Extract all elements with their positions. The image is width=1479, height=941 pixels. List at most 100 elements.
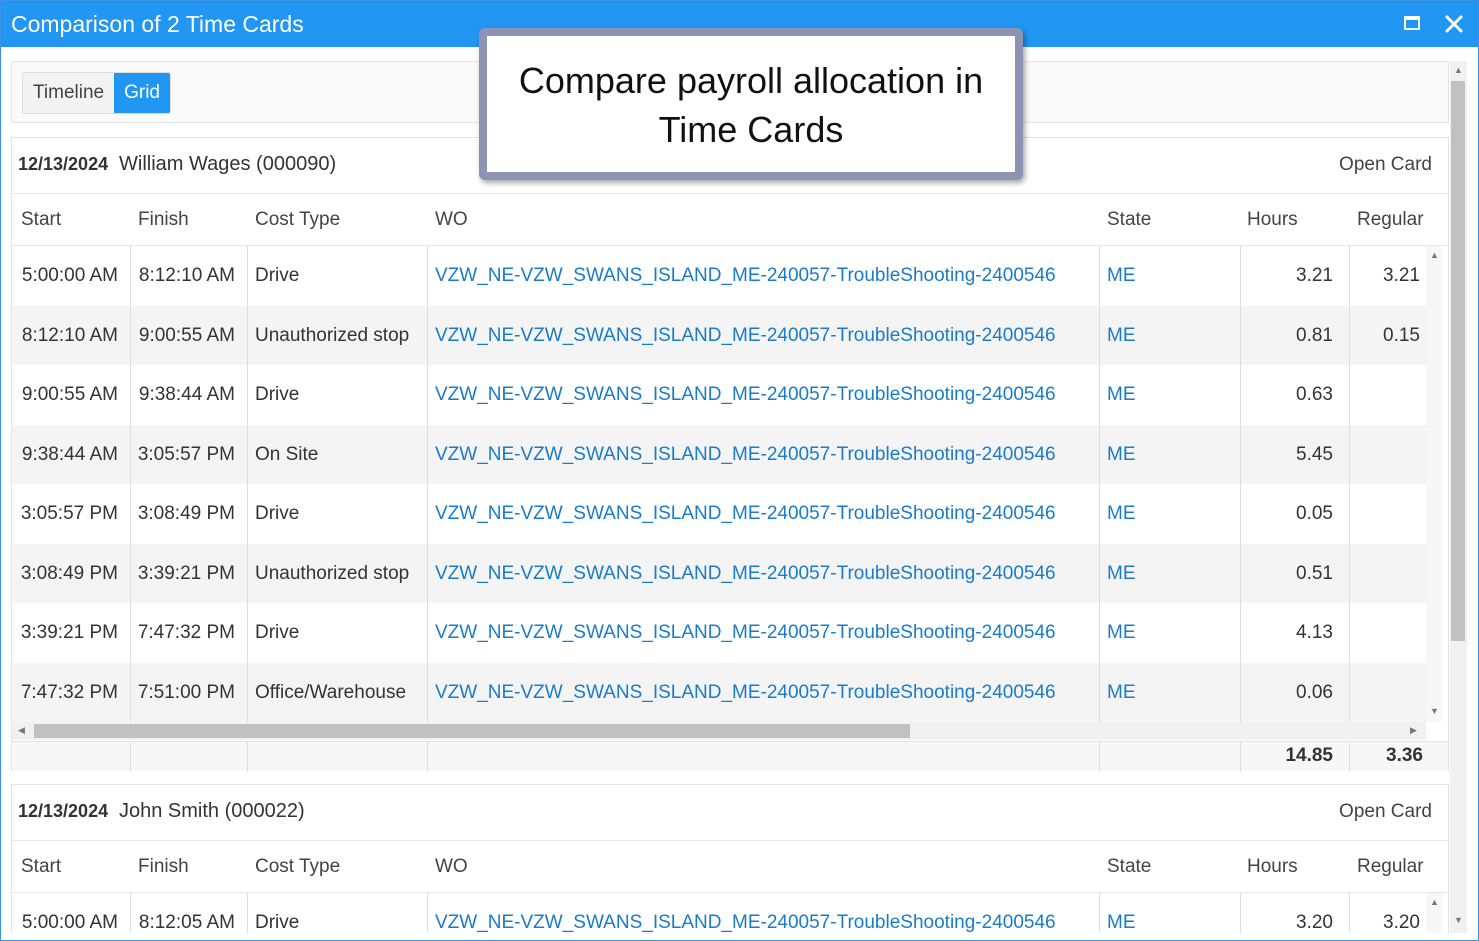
table-row[interactable]: 8:12:10 AM 9:00:55 AM Unauthorized stop VZW…: [12, 305, 1426, 365]
scroll-down-icon[interactable]: ▼: [1430, 706, 1439, 716]
view-toggle: Timeline Grid: [22, 72, 171, 114]
cell-start: 3:05:57 PM: [20, 503, 118, 524]
cell-cost-type: Drive: [255, 265, 300, 286]
cell-hours: 3.20: [1296, 912, 1333, 933]
table-row[interactable]: 5:00:00 AM 8:12:10 AM Drive VZW_NE-VZW_SWAN…: [12, 246, 1426, 306]
cell-start: 9:00:55 AM: [21, 384, 118, 405]
cell-wo-link[interactable]: VZW_NE-VZW_SWANS_ISLAND_ME-240057-Troubl…: [435, 503, 1056, 524]
cell-start: 9:38:44 AM: [21, 443, 118, 465]
cell-finish: 9:38:44 AM: [138, 384, 235, 405]
scroll-left-icon[interactable]: ◀: [18, 725, 25, 735]
column-header-finish[interactable]: Finish: [138, 856, 189, 877]
cell-start: 8:12:10 AM: [21, 324, 118, 346]
cell-regular: [1349, 365, 1426, 425]
column-header-cost-type[interactable]: Cost Type: [255, 209, 341, 230]
cell-hours: 0.51: [1296, 562, 1333, 584]
grid-view-button[interactable]: Grid: [114, 73, 170, 113]
table-row[interactable]: 3:08:49 PM 3:39:21 PM Unauthorized stop VZW…: [12, 543, 1426, 604]
cell-state-link[interactable]: ME: [1107, 562, 1136, 584]
cell-state-link[interactable]: ME: [1107, 503, 1136, 524]
cell-regular: [1349, 544, 1426, 604]
cell-state-link[interactable]: ME: [1107, 384, 1136, 405]
column-header-hours[interactable]: Hours: [1247, 209, 1298, 230]
cell-cost-type: Unauthorized stop: [255, 324, 410, 346]
cell-wo-link[interactable]: VZW_NE-VZW_SWANS_ISLAND_ME-240057-Troubl…: [435, 324, 1056, 346]
cell-start: 5:00:00 AM: [21, 912, 118, 933]
cell-cost-type: Drive: [255, 503, 300, 524]
cell-wo-link[interactable]: VZW_NE-VZW_SWANS_ISLAND_ME-240057-Troubl…: [435, 912, 1056, 933]
column-header-wo[interactable]: WO: [435, 856, 468, 877]
grid-column-headers: Start Finish Cost Type WO State Hours Re…: [12, 841, 1448, 893]
close-button[interactable]: [1439, 9, 1469, 39]
cell-cost-type: On Site: [255, 443, 319, 465]
column-header-wo[interactable]: WO: [435, 209, 468, 230]
cell-finish: 8:12:05 AM: [138, 912, 235, 933]
cell-regular: [1349, 603, 1426, 663]
grid-column-headers: Start Finish Cost Type WO State Hours Re…: [12, 194, 1448, 246]
column-header-state[interactable]: State: [1107, 856, 1152, 877]
cell-hours: 4.13: [1296, 622, 1333, 643]
time-card-panel: 12/13/2024 John Smith (000022) Open Card…: [11, 784, 1449, 933]
column-header-regular[interactable]: Regular: [1357, 209, 1424, 230]
column-header-regular[interactable]: Regular: [1357, 856, 1424, 877]
table-row[interactable]: 9:38:44 AM 3:05:57 PM On Site VZW_NE-VZW_SW…: [12, 424, 1426, 485]
scroll-right-icon[interactable]: ▶: [1410, 725, 1417, 735]
cell-wo-link[interactable]: VZW_NE-VZW_SWANS_ISLAND_ME-240057-Troubl…: [435, 443, 1056, 465]
cell-state-link[interactable]: ME: [1107, 443, 1136, 465]
scroll-up-icon[interactable]: ▲: [1430, 897, 1439, 907]
cell-wo-link[interactable]: VZW_NE-VZW_SWANS_ISLAND_ME-240057-Troubl…: [435, 622, 1056, 643]
time-card-employee: John Smith (000022): [119, 800, 305, 822]
cell-regular: 0.15: [1383, 324, 1420, 346]
grid-vertical-scrollbar[interactable]: ▲ ▼: [1426, 246, 1442, 722]
time-card-header: 12/13/2024 William Wages (000090) Open C…: [12, 138, 1448, 194]
table-row[interactable]: 3:39:21 PM 7:47:32 PM Drive VZW_NE-VZW_SWAN…: [12, 603, 1426, 663]
table-row[interactable]: 3:05:57 PM 3:08:49 PM Drive VZW_NE-VZW_SWAN…: [12, 484, 1426, 544]
table-row[interactable]: 5:00:00 AM 8:12:05 AM Drive VZW_NE-VZW_SWAN…: [12, 893, 1426, 933]
maximize-icon: [1404, 16, 1420, 30]
open-card-button[interactable]: Open Card: [1339, 801, 1432, 822]
close-icon: [1445, 15, 1463, 33]
cell-state-link[interactable]: ME: [1107, 265, 1136, 286]
cell-wo-link[interactable]: VZW_NE-VZW_SWANS_ISLAND_ME-240057-Troubl…: [435, 562, 1056, 584]
cell-finish: 7:51:00 PM: [137, 681, 235, 703]
grid-vertical-scrollbar[interactable]: ▲: [1426, 893, 1442, 933]
dialog-vertical-scrollbar[interactable]: ▲ ▼: [1450, 61, 1467, 933]
time-entry-rows: 5:00:00 AM 8:12:05 AM Drive VZW_NE-VZW_SWAN…: [12, 893, 1426, 933]
maximize-button[interactable]: [1397, 9, 1427, 39]
cell-hours: 0.06: [1296, 681, 1333, 703]
cell-state-link[interactable]: ME: [1107, 912, 1136, 933]
horizontal-scroll-thumb[interactable]: [34, 724, 910, 738]
cell-hours: 0.63: [1296, 384, 1333, 405]
column-header-start[interactable]: Start: [21, 209, 62, 230]
dialog-scroll-thumb[interactable]: [1451, 81, 1465, 641]
open-card-button[interactable]: Open Card: [1339, 154, 1432, 175]
column-header-state[interactable]: State: [1107, 209, 1152, 230]
cell-cost-type: Drive: [255, 912, 300, 933]
cell-regular: [1349, 484, 1426, 544]
cell-wo-link[interactable]: VZW_NE-VZW_SWANS_ISLAND_ME-240057-Troubl…: [435, 265, 1056, 286]
timeline-view-button[interactable]: Timeline: [23, 73, 115, 113]
column-header-hours[interactable]: Hours: [1247, 856, 1298, 877]
table-row[interactable]: 7:47:32 PM 7:51:00 PM Office/Warehouse VZW_…: [12, 662, 1426, 722]
cell-state-link[interactable]: ME: [1107, 681, 1136, 703]
cell-state-link[interactable]: ME: [1107, 324, 1136, 346]
cell-wo-link[interactable]: VZW_NE-VZW_SWANS_ISLAND_ME-240057-Troubl…: [435, 681, 1056, 703]
cell-finish: 7:47:32 PM: [137, 622, 235, 643]
table-row[interactable]: 9:00:55 AM 9:38:44 AM Drive VZW_NE-VZW_SWAN…: [12, 365, 1426, 425]
cell-state-link[interactable]: ME: [1107, 622, 1136, 643]
cell-start: 3:39:21 PM: [20, 622, 118, 643]
cell-regular: [1349, 425, 1426, 485]
scroll-up-icon[interactable]: ▲: [1430, 250, 1439, 260]
column-header-cost-type[interactable]: Cost Type: [255, 856, 341, 877]
grid-horizontal-scrollbar[interactable]: ◀ ▶: [12, 722, 1426, 740]
scroll-up-icon[interactable]: ▲: [1454, 65, 1463, 75]
cell-hours: 3.21: [1296, 265, 1333, 286]
column-header-finish[interactable]: Finish: [138, 209, 189, 230]
column-header-start[interactable]: Start: [21, 856, 62, 877]
scroll-down-icon[interactable]: ▼: [1454, 915, 1463, 925]
time-entry-rows: 5:00:00 AM 8:12:10 AM Drive VZW_NE-VZW_SWAN…: [12, 246, 1426, 722]
cell-start: 5:00:00 AM: [21, 265, 118, 286]
cell-wo-link[interactable]: VZW_NE-VZW_SWANS_ISLAND_ME-240057-Troubl…: [435, 384, 1056, 405]
grid-totals-row: 14.85 3.36: [12, 741, 1448, 772]
cell-finish: 8:12:10 AM: [138, 265, 235, 286]
